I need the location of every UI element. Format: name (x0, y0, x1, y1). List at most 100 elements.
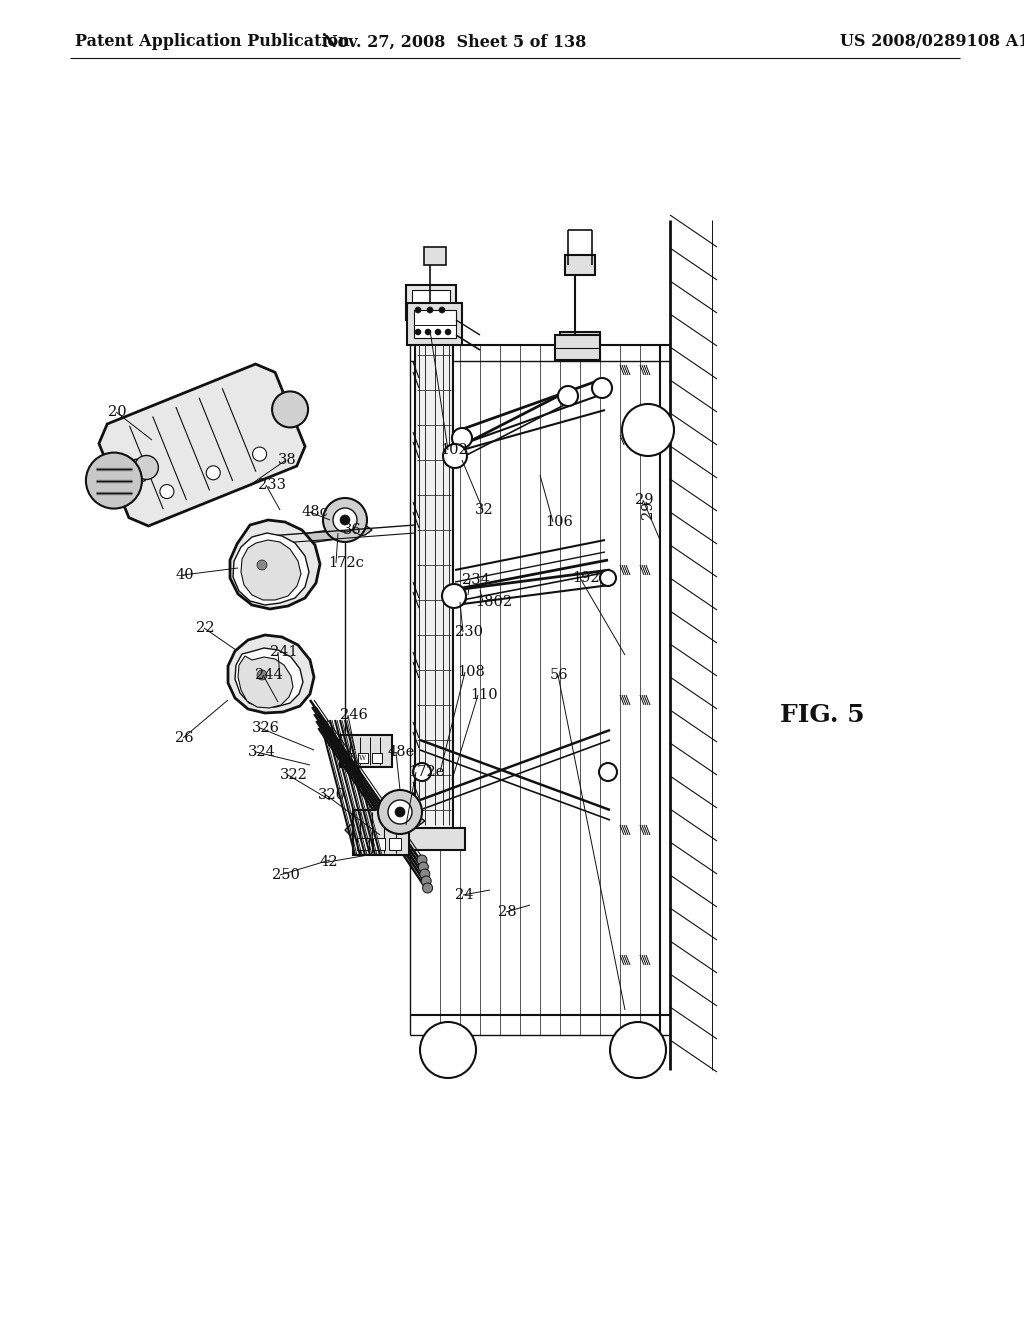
Circle shape (257, 560, 267, 570)
Text: 102: 102 (440, 444, 468, 457)
Text: 250: 250 (272, 869, 300, 882)
Circle shape (622, 404, 674, 455)
Text: 172c: 172c (328, 556, 364, 570)
Text: W: W (359, 754, 367, 762)
Bar (358, 752, 368, 763)
Text: 234: 234 (462, 573, 489, 587)
Text: 29: 29 (641, 500, 655, 519)
Circle shape (272, 392, 308, 428)
Circle shape (417, 855, 427, 865)
Text: 20: 20 (108, 405, 127, 418)
Circle shape (388, 800, 412, 824)
Text: 40: 40 (175, 568, 194, 582)
Text: 42: 42 (319, 855, 339, 869)
Text: 56: 56 (550, 668, 568, 682)
Text: 36: 36 (343, 523, 361, 537)
Text: FIG. 5: FIG. 5 (780, 704, 864, 727)
Circle shape (427, 308, 433, 313)
Circle shape (439, 308, 445, 313)
Bar (372, 752, 382, 763)
Bar (565, 255, 595, 275)
Polygon shape (233, 533, 309, 605)
Bar (407, 304, 462, 345)
Circle shape (592, 378, 612, 399)
Circle shape (253, 447, 266, 461)
Bar (389, 838, 401, 850)
Circle shape (86, 453, 142, 508)
Circle shape (445, 329, 451, 335)
Text: 26: 26 (175, 731, 194, 744)
Circle shape (425, 329, 431, 335)
Circle shape (333, 508, 357, 532)
Circle shape (450, 590, 466, 606)
Bar (414, 310, 456, 338)
Text: 48c: 48c (302, 506, 329, 519)
Text: 22: 22 (196, 620, 214, 635)
Text: 110: 110 (470, 688, 498, 702)
Text: 233: 233 (258, 478, 286, 492)
Circle shape (378, 789, 422, 834)
Circle shape (413, 763, 431, 781)
Circle shape (134, 455, 159, 479)
Bar (415, 341, 453, 830)
Polygon shape (238, 656, 293, 708)
Circle shape (600, 570, 616, 586)
Bar (406, 285, 456, 319)
Bar (560, 333, 600, 360)
Circle shape (340, 515, 350, 525)
Text: US 2008/0289108 A1: US 2008/0289108 A1 (840, 33, 1024, 50)
Bar (555, 335, 600, 360)
Bar (403, 828, 465, 850)
Polygon shape (230, 520, 319, 609)
Circle shape (419, 862, 428, 873)
Text: W: W (345, 754, 352, 762)
Circle shape (610, 1022, 666, 1078)
Circle shape (558, 385, 578, 407)
Polygon shape (234, 648, 303, 708)
Circle shape (160, 484, 174, 499)
Circle shape (415, 308, 421, 313)
Text: 241: 241 (270, 645, 298, 659)
Circle shape (423, 883, 432, 894)
Text: 320: 320 (318, 788, 346, 803)
Text: 38: 38 (278, 453, 297, 467)
Text: 324: 324 (248, 744, 275, 759)
Text: 322: 322 (280, 768, 308, 781)
Circle shape (257, 671, 267, 680)
Text: 1802: 1802 (475, 595, 512, 609)
Text: 192: 192 (572, 572, 600, 585)
Bar (353, 810, 409, 855)
Bar (373, 838, 385, 850)
Text: 246: 246 (340, 708, 368, 722)
Circle shape (395, 807, 406, 817)
Circle shape (442, 583, 466, 609)
Text: 106: 106 (545, 515, 572, 529)
Text: 29: 29 (635, 492, 653, 507)
Bar (344, 752, 354, 763)
Circle shape (435, 329, 441, 335)
Text: Nov. 27, 2008  Sheet 5 of 138: Nov. 27, 2008 Sheet 5 of 138 (324, 33, 587, 50)
Circle shape (599, 763, 617, 781)
Text: 48e: 48e (388, 744, 416, 759)
Polygon shape (241, 540, 301, 601)
Circle shape (452, 428, 472, 447)
Bar (412, 290, 450, 310)
Text: 230: 230 (455, 624, 483, 639)
Bar (357, 838, 369, 850)
Text: 24: 24 (455, 888, 473, 902)
Circle shape (443, 444, 467, 469)
Text: 172e: 172e (408, 766, 444, 779)
Text: Patent Application Publication: Patent Application Publication (75, 33, 350, 50)
Circle shape (206, 466, 220, 479)
Circle shape (415, 329, 421, 335)
Circle shape (323, 498, 367, 543)
Circle shape (420, 1022, 476, 1078)
Circle shape (420, 869, 430, 879)
Text: 28: 28 (498, 906, 517, 919)
Text: 32: 32 (475, 503, 494, 517)
Circle shape (421, 876, 431, 886)
Text: 244: 244 (255, 668, 283, 682)
Polygon shape (345, 816, 425, 836)
Bar (424, 247, 446, 265)
Text: 326: 326 (252, 721, 280, 735)
